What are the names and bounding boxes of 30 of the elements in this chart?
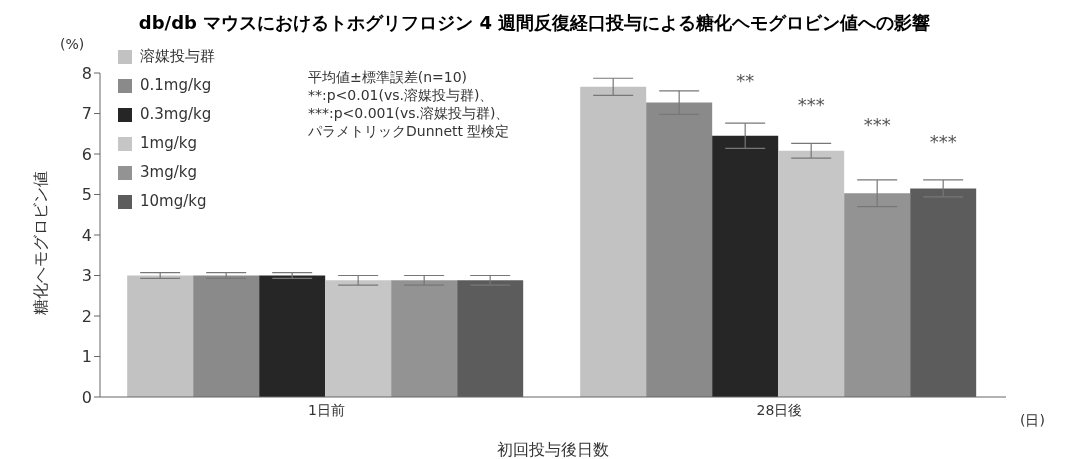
annotation: *** (797, 93, 825, 115)
text: (日) (1020, 412, 1045, 430)
annotation: **:p<0.01(vs.溶媒投与群)、 (308, 86, 495, 104)
x-axis-title: 初回投与後日数 (497, 440, 609, 459)
legend-label: 10mg/kg (140, 191, 207, 212)
legend-label: 3mg/kg (140, 162, 197, 183)
annotation: パラメトリックDunnett 型検定 (308, 122, 510, 140)
y-tick-label: 8 (81, 63, 92, 83)
legend-label: 1mg/kg (140, 133, 197, 154)
chart-title: db/db マウスにおけるトホグリフロジン 4 週間反復経口投与による糖化ヘモグロビン値への影響 (138, 12, 931, 33)
legend-label: 溶媒投与群 (140, 46, 215, 67)
annotation: 平均値±標準誤差(n=10) (308, 68, 469, 86)
y-tick-label: 7 (81, 104, 92, 124)
annotation: *** (929, 131, 957, 153)
y-tick-label: 5 (81, 185, 92, 205)
y-tick-label: 1 (81, 347, 92, 367)
y-axis-title: 糖化ヘモグロビン値 (30, 171, 50, 315)
legend-label: 0.3mg/kg (140, 104, 212, 125)
y-tick-label: 2 (81, 306, 92, 326)
x-tick-label: 1日前 (308, 401, 345, 418)
y-tick-label: 0 (81, 387, 92, 407)
x-tick-label: 28日後 (756, 401, 803, 418)
y-tick-label: 4 (81, 225, 92, 245)
annotation: *** (863, 114, 891, 136)
y-tick-label: 3 (81, 266, 92, 286)
annotation: ***:p<0.001(vs.溶媒投与群)、 (308, 104, 510, 122)
legend-label: 0.1mg/kg (140, 75, 212, 96)
annotation: ** (736, 69, 755, 91)
text: (%) (60, 36, 85, 52)
y-tick-label: 6 (81, 144, 92, 164)
